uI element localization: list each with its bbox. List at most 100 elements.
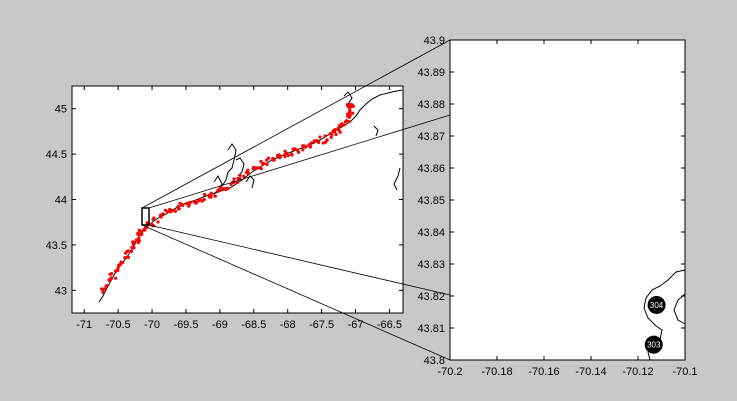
zoom-y-tick-label: 43.86 — [417, 163, 445, 175]
overview-x-tick-label: -66.5 — [377, 319, 402, 331]
overview-station-marker — [259, 159, 263, 164]
overview-station-markers — [100, 102, 355, 294]
zoom-station-marker — [644, 335, 663, 354]
overview-station-marker — [345, 103, 349, 107]
overview-station-marker — [176, 207, 181, 211]
overview-station-marker — [342, 123, 346, 127]
overview-station-marker — [101, 288, 105, 292]
zoom-x-tick-label: -70.16 — [528, 366, 559, 378]
overview-station-marker — [333, 127, 337, 132]
overview-station-marker — [238, 173, 242, 177]
overview-x-tick-label: -69 — [212, 319, 228, 331]
overview-station-marker — [308, 145, 313, 149]
zoom-box-marker — [141, 207, 150, 226]
overview-y-tick-label: 43 — [55, 285, 67, 297]
overview-station-marker — [137, 239, 141, 243]
overview-station-marker — [277, 153, 281, 157]
overview-station-marker — [323, 134, 327, 138]
zoom-y-tick-label: 43.8 — [424, 355, 445, 367]
zoom-map-axes — [449, 39, 686, 361]
zoom-y-tick-label: 43.84 — [417, 227, 445, 239]
overview-y-tick-label: 43.5 — [46, 240, 67, 252]
overview-station-marker — [216, 189, 220, 193]
overview-map-axes — [71, 85, 404, 314]
zoom-y-tick-label: 43.85 — [417, 195, 445, 207]
overview-station-marker — [140, 230, 144, 234]
overview-station-marker — [163, 208, 168, 212]
zoom-x-tick-label: -70.18 — [481, 366, 512, 378]
zoom-x-tick-label: -70.14 — [575, 366, 606, 378]
overview-station-marker — [293, 147, 297, 151]
overview-station-marker — [203, 192, 207, 197]
overview-station-marker — [213, 194, 217, 198]
overview-station-marker — [194, 201, 198, 205]
overview-station-marker — [347, 119, 351, 124]
overview-station-marker — [126, 255, 130, 259]
overview-station-marker — [265, 162, 269, 167]
overview-station-marker — [138, 233, 142, 237]
overview-station-marker — [334, 132, 338, 137]
overview-station-marker — [187, 203, 191, 207]
overview-x-tick-label: -71 — [76, 319, 92, 331]
overview-y-tick-label: 44 — [55, 195, 67, 207]
overview-station-marker — [173, 209, 178, 213]
overview-station-marker — [220, 186, 224, 190]
overview-station-marker — [235, 180, 239, 184]
overview-station-marker — [132, 241, 136, 245]
zoom-y-tick-label: 43.9 — [424, 35, 445, 47]
overview-station-marker — [209, 191, 213, 195]
overview-station-marker — [169, 210, 173, 214]
overview-station-marker — [258, 166, 262, 170]
overview-station-marker — [226, 186, 230, 190]
zoom-station-label: 303 — [647, 341, 661, 350]
zoom-connector-lines — [141, 39, 451, 361]
zoom-y-tick-label: 43.87 — [417, 131, 445, 143]
overview-station-marker — [266, 156, 270, 160]
overview-station-marker — [344, 119, 348, 123]
overview-station-marker — [348, 102, 352, 106]
overview-station-marker — [202, 197, 206, 202]
overview-station-marker — [242, 174, 246, 178]
overview-station-marker — [330, 133, 334, 137]
overview-station-marker — [131, 246, 135, 250]
zoom-y-tick-label: 43.82 — [417, 291, 445, 303]
zoom-y-tick-label: 43.83 — [417, 259, 445, 271]
zoom-station-label: 304 — [650, 301, 664, 310]
overview-station-marker — [329, 135, 333, 139]
zoom-x-tick-label: -70.12 — [622, 366, 653, 378]
overview-station-marker — [308, 142, 312, 146]
overview-station-marker — [109, 276, 113, 280]
overview-x-tick-label: -67 — [348, 319, 364, 331]
overview-y-tick-label: 45 — [55, 104, 67, 116]
overview-station-marker — [145, 221, 149, 225]
overview-station-marker — [338, 130, 342, 134]
overview-station-marker — [348, 110, 352, 114]
overview-station-marker — [254, 166, 258, 170]
overview-station-marker — [301, 148, 305, 152]
overview-station-marker — [125, 249, 129, 254]
zoom-y-tick-label: 43.81 — [417, 323, 445, 335]
overview-station-marker — [246, 168, 250, 172]
overview-station-marker — [185, 201, 189, 206]
overview-station-marker — [107, 278, 111, 282]
overview-station-marker — [318, 135, 322, 139]
overview-station-marker — [104, 284, 108, 288]
overview-station-marker — [347, 115, 351, 119]
overview-x-tick-label: -68 — [280, 319, 296, 331]
overview-station-marker — [209, 195, 213, 199]
overview-x-tick-label: -70 — [144, 319, 160, 331]
overview-station-marker — [101, 290, 105, 294]
zoom-x-tick-label: -70.1 — [672, 366, 697, 378]
overview-station-marker — [134, 238, 138, 242]
overview-x-tick-label: -69.5 — [173, 319, 198, 331]
overview-station-marker — [137, 236, 141, 240]
overview-station-marker — [110, 272, 114, 276]
overview-station-marker — [152, 216, 156, 220]
overview-station-marker — [143, 226, 147, 230]
overview-station-marker — [232, 177, 236, 181]
overview-station-marker — [246, 171, 250, 175]
overview-station-marker — [120, 261, 124, 265]
overview-station-marker — [156, 220, 160, 224]
overview-x-tick-label: -68.5 — [241, 319, 266, 331]
overview-station-marker — [114, 276, 118, 280]
